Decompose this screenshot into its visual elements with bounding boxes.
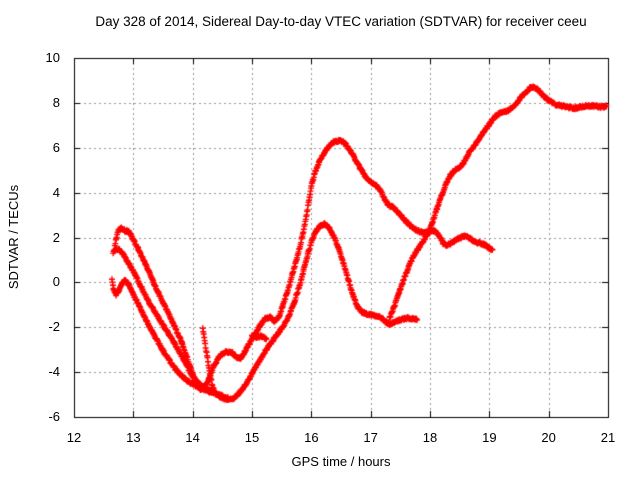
x-tick-label-15: 15	[244, 430, 260, 445]
x-tick-label-14: 14	[185, 430, 200, 445]
y-tick-label-8: 8	[52, 94, 60, 110]
y-tick-label--2: -2	[48, 319, 60, 335]
x-tick-label-17: 17	[363, 430, 378, 445]
y-tick-label-0: 0	[52, 274, 60, 290]
x-axis-label: GPS time / hours	[291, 454, 391, 469]
y-tick-label--6: -6	[48, 409, 60, 424]
x-tick-label-13: 13	[126, 430, 141, 445]
y-tick-label-10: 10	[45, 50, 60, 65]
x-tick-label-16: 16	[304, 430, 319, 445]
y-tick-label-6: 6	[52, 139, 60, 155]
chart-title: Day 328 of 2014, Sidereal Day-to-day VTE…	[95, 14, 587, 29]
x-tick-label-20: 20	[541, 430, 556, 445]
x-tick-label-12: 12	[66, 430, 82, 445]
x-tick-label-18: 18	[422, 430, 438, 445]
x-tick-label-19: 19	[482, 430, 497, 445]
y-tick-label--4: -4	[48, 364, 60, 380]
y-tick-label-2: 2	[52, 229, 60, 245]
x-tick-label-21: 21	[600, 430, 616, 445]
y-tick-label-4: 4	[52, 184, 60, 200]
